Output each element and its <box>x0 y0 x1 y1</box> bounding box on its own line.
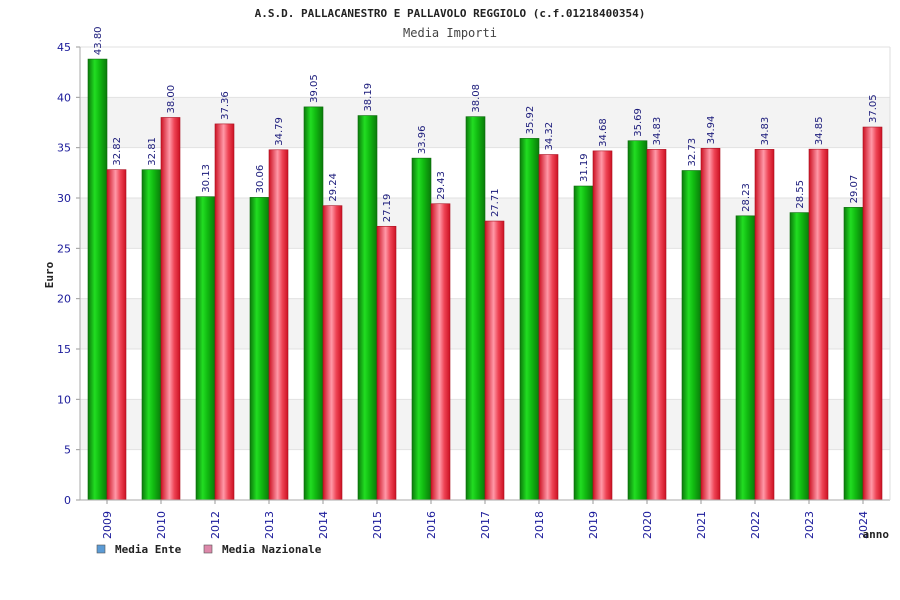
x-tick-label: 2016 <box>425 511 438 539</box>
axes: 0 5 10 15 20 25 30 35 40 45 2009 2010 2012 2013 2014 20… <box>57 41 891 539</box>
bars: 43.80 32.82 32.81 38.00 30.13 37.36 30.06 34.79… <box>87 26 883 501</box>
chart-title: A.S.D. PALLACANESTRO E PALLAVOLO REGGIOL… <box>255 7 646 20</box>
data-label: 29.07 <box>849 175 860 204</box>
chart-subtitle: Media Importi <box>403 26 497 40</box>
data-label: 34.79 <box>274 117 285 146</box>
x-tick-label: 2022 <box>749 511 762 539</box>
bar-media-ente-2022 <box>735 215 756 501</box>
data-label: 39.05 <box>309 74 320 103</box>
bar-media-nazionale-2014 <box>322 205 343 501</box>
y-tick-label: 25 <box>57 242 71 255</box>
y-axis-label: Euro <box>43 261 56 288</box>
data-label: 27.19 <box>382 194 393 223</box>
bar-media-nazionale-2012 <box>214 123 235 501</box>
bar-media-ente-2014 <box>303 106 324 501</box>
data-label: 32.82 <box>112 137 123 166</box>
bar-media-ente-2009 <box>87 58 108 501</box>
x-tick-label: 2010 <box>155 511 168 539</box>
bar-media-nazionale-2010 <box>160 117 181 501</box>
x-axis-label: anno <box>863 528 890 541</box>
y-tick-label: 35 <box>57 142 71 155</box>
data-label: 34.32 <box>544 122 555 151</box>
legend-swatch-media-nazionale <box>203 544 213 554</box>
bar-media-nazionale-2024 <box>862 126 883 501</box>
data-label: 37.36 <box>220 91 231 120</box>
data-label: 43.80 <box>93 26 104 55</box>
data-label: 28.55 <box>795 180 806 209</box>
bar-media-nazionale-2015 <box>376 225 397 501</box>
legend: Media Ente Media Nazionale <box>96 543 322 556</box>
y-tick-label: 15 <box>57 343 71 356</box>
bar-media-nazionale-2020 <box>646 149 667 501</box>
bar-media-nazionale-2019 <box>592 150 613 501</box>
data-label: 34.94 <box>706 116 717 145</box>
x-tick-label: 2017 <box>479 511 492 539</box>
data-label: 33.96 <box>417 125 428 154</box>
data-label: 37.05 <box>868 94 879 123</box>
data-label: 29.24 <box>328 173 339 202</box>
data-label: 34.85 <box>814 117 825 146</box>
legend-label-media-nazionale: Media Nazionale <box>222 543 322 556</box>
bar-media-nazionale-2022 <box>754 149 775 501</box>
bar-media-ente-2010 <box>141 169 162 501</box>
data-label: 29.43 <box>436 171 447 200</box>
x-tick-label: 2015 <box>371 511 384 539</box>
y-tick-label: 30 <box>57 192 71 205</box>
data-label: 38.00 <box>166 85 177 114</box>
data-label: 35.69 <box>633 108 644 137</box>
x-tick-label: 2023 <box>803 511 816 539</box>
x-tick-label: 2020 <box>641 511 654 539</box>
x-tick-label: 2021 <box>695 511 708 539</box>
bar-media-ente-2024 <box>843 207 864 501</box>
data-label: 34.68 <box>598 118 609 147</box>
data-label: 32.81 <box>147 137 158 166</box>
bar-media-ente-2013 <box>249 197 270 501</box>
x-tick-label: 2024 <box>857 511 870 539</box>
x-tick-label: 2014 <box>317 511 330 539</box>
bar-media-ente-2021 <box>681 170 702 501</box>
bar-media-nazionale-2009 <box>106 169 127 501</box>
y-tick-label: 45 <box>57 41 71 54</box>
bar-media-ente-2019 <box>573 185 594 501</box>
y-tick-label: 0 <box>64 494 71 507</box>
y-tick-label: 40 <box>57 91 71 104</box>
data-label: 28.23 <box>741 183 752 212</box>
bar-media-ente-2017 <box>465 116 486 501</box>
bar-media-nazionale-2013 <box>268 149 289 501</box>
x-tick-label: 2009 <box>101 511 114 539</box>
data-label: 34.83 <box>760 117 771 146</box>
bar-media-nazionale-2023 <box>808 148 829 501</box>
bar-media-ente-2020 <box>627 140 648 501</box>
x-tick-label: 2012 <box>209 511 222 539</box>
data-label: 31.19 <box>579 153 590 182</box>
y-tick-label: 20 <box>57 293 71 306</box>
bar-media-nazionale-2017 <box>484 220 505 501</box>
data-label: 35.92 <box>525 106 536 135</box>
data-label: 32.73 <box>687 138 698 167</box>
x-tick-label: 2013 <box>263 511 276 539</box>
data-label: 27.71 <box>490 188 501 217</box>
y-tick-label: 5 <box>64 444 71 457</box>
bar-media-ente-2015 <box>357 115 378 501</box>
bar-media-ente-2016 <box>411 157 432 501</box>
bar-media-ente-2018 <box>519 138 540 501</box>
data-label: 38.08 <box>471 84 482 113</box>
bar-media-ente-2023 <box>789 212 810 501</box>
data-label: 30.06 <box>255 165 266 194</box>
y-tick-label: 10 <box>57 393 71 406</box>
legend-swatch-media-ente <box>96 544 106 554</box>
data-label: 34.83 <box>652 117 663 146</box>
bar-media-nazionale-2016 <box>430 203 451 501</box>
bar-media-nazionale-2021 <box>700 147 721 501</box>
data-label: 38.19 <box>363 83 374 112</box>
bar-media-ente-2012 <box>195 196 216 501</box>
x-tick-label: 2019 <box>587 511 600 539</box>
data-label: 30.13 <box>201 164 212 193</box>
legend-label-media-ente: Media Ente <box>115 543 182 556</box>
x-tick-label: 2018 <box>533 511 546 539</box>
bar-media-nazionale-2018 <box>538 154 559 501</box>
